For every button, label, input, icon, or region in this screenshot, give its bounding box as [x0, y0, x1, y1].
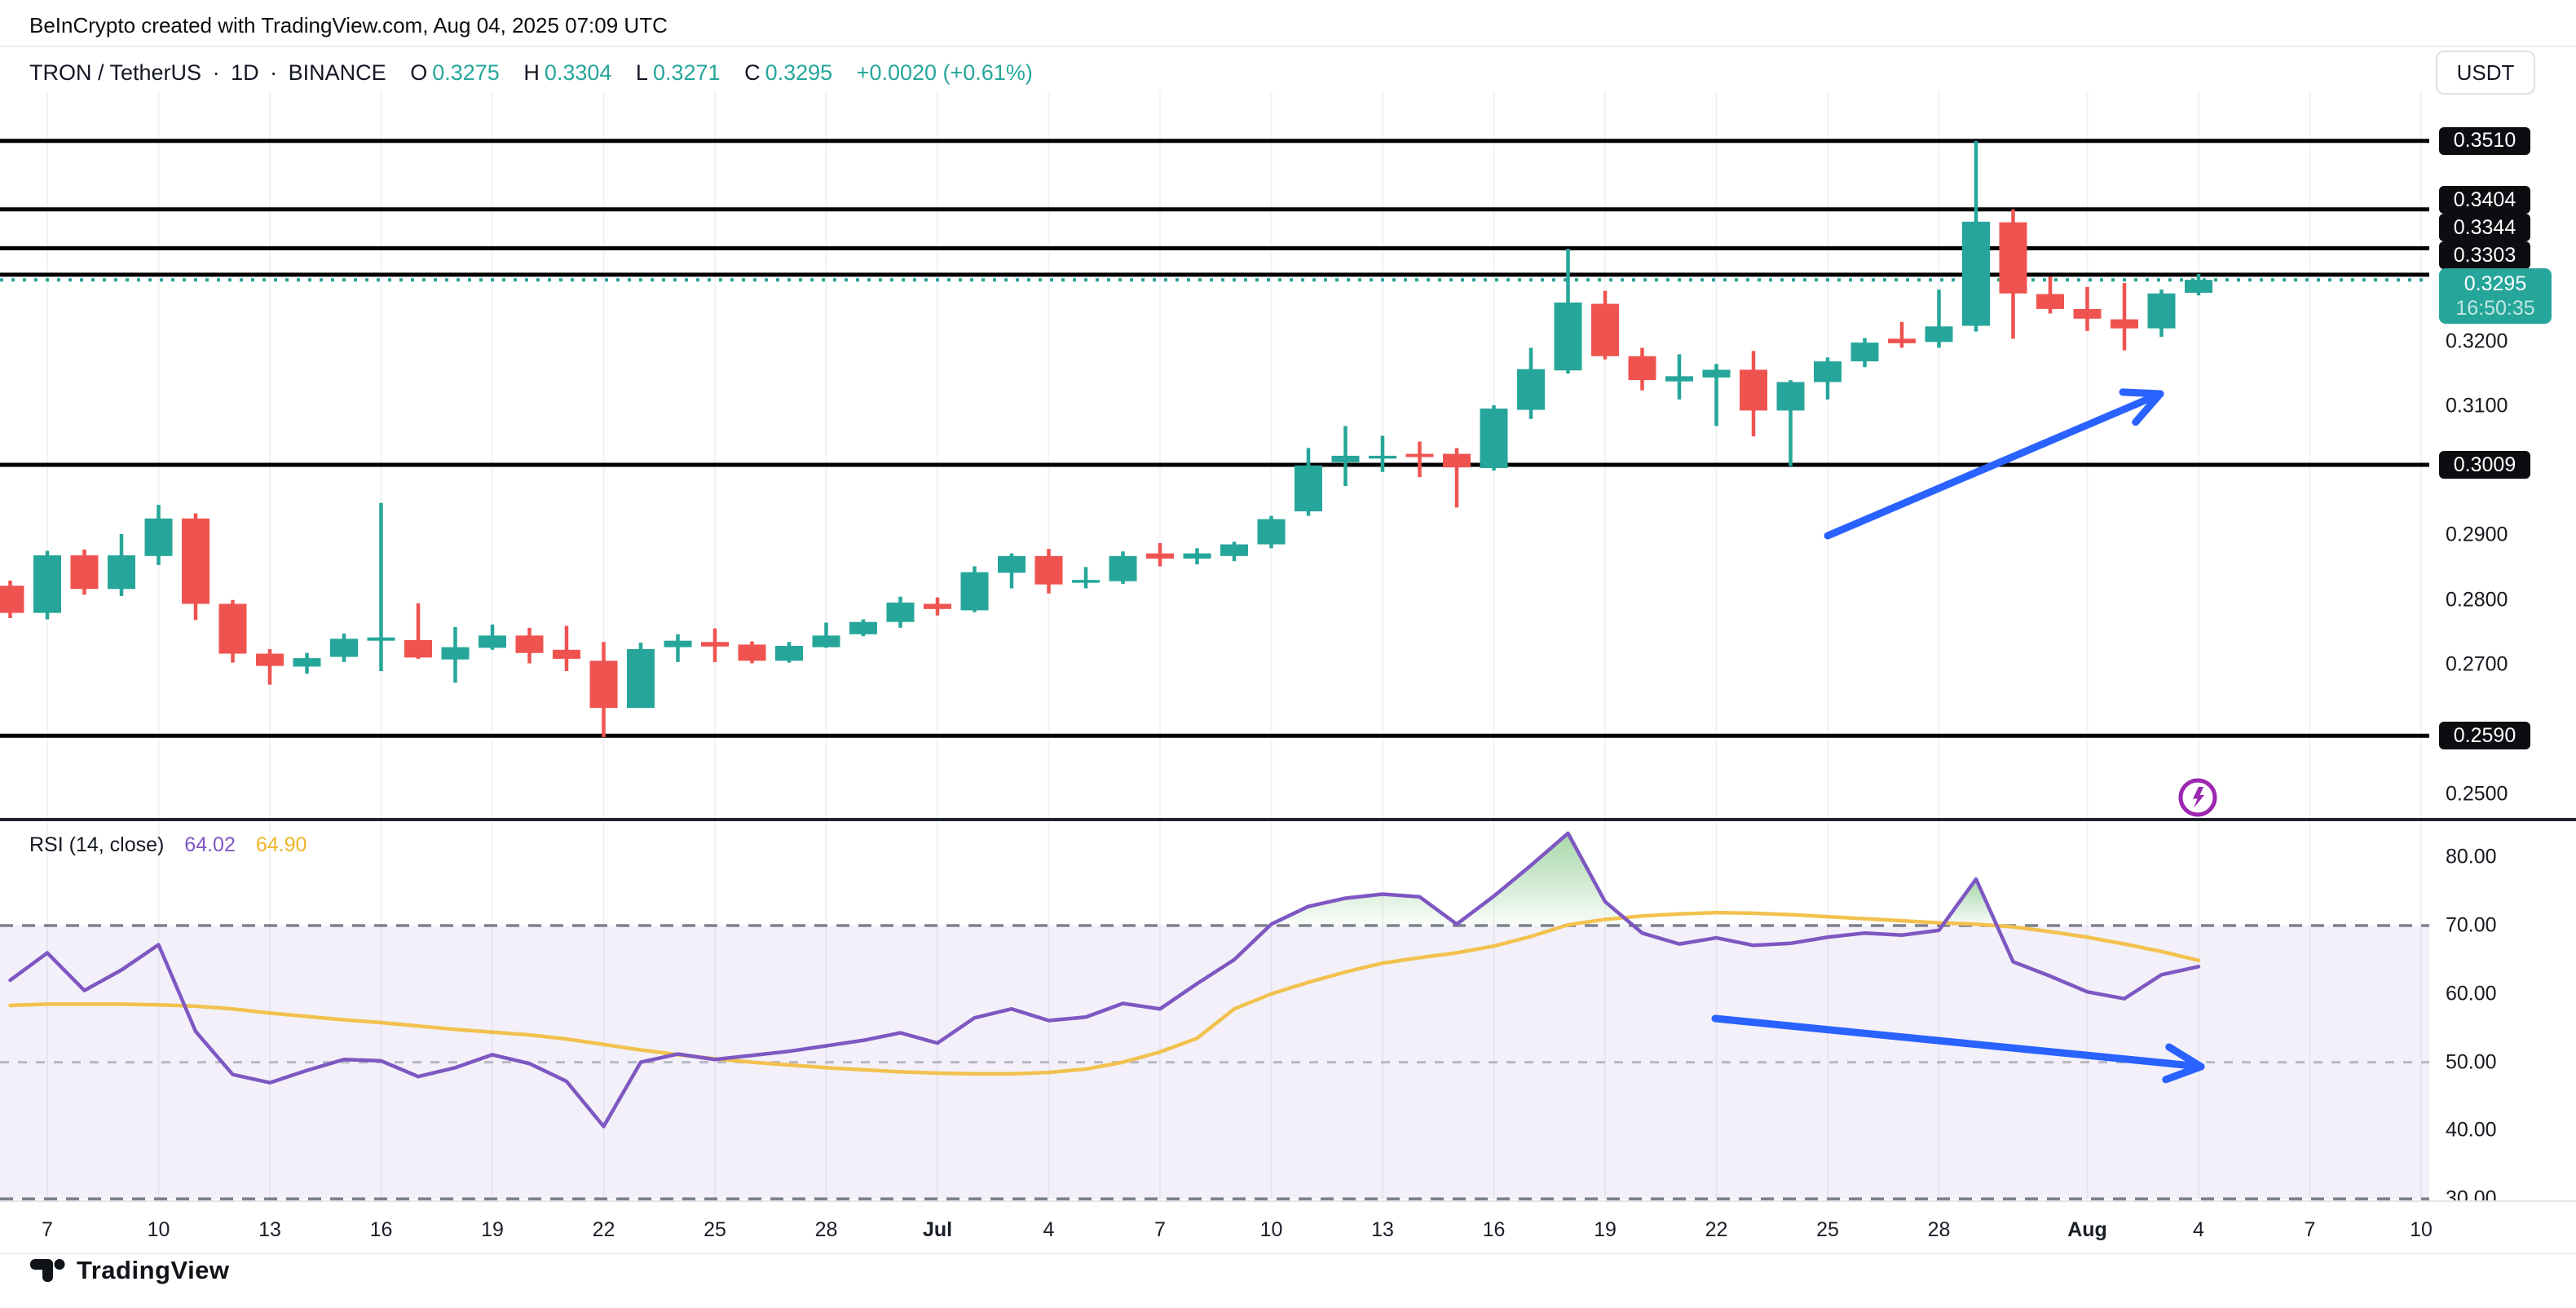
symbol-ohlc-row[interactable]: TRON / TetherUS · 1D · BINANCE O 0.3275 H…	[29, 60, 1038, 86]
separator-dot: ·	[212, 60, 220, 85]
timeframe[interactable]: 1D	[231, 60, 259, 85]
arrow-rsi[interactable]	[1711, 1014, 2205, 1084]
close-value: 0.3295	[765, 60, 833, 85]
rsi-band	[0, 924, 2429, 1200]
price-grid-label: 0.2900	[2446, 523, 2508, 546]
low-key: L	[635, 60, 648, 85]
time-axis-label: 4	[1043, 1218, 1055, 1241]
pane-separators	[0, 818, 2576, 821]
time-axis-label: 25	[704, 1218, 726, 1241]
time-axis-label: Jul	[922, 1218, 953, 1241]
price-level-label: 0.2590	[2439, 722, 2530, 750]
open-key: O	[410, 60, 428, 85]
countdown-timer: 16:50:35	[2455, 297, 2535, 320]
price-level-label: 0.3510	[2439, 126, 2530, 155]
separator-dot: ·	[270, 60, 278, 85]
rsi-axis-label: 40.00	[2446, 1118, 2497, 1142]
price-grid-label: 0.2800	[2446, 588, 2508, 612]
time-axis-label: 16	[1482, 1218, 1506, 1241]
time-axis-label: 7	[2304, 1218, 2316, 1241]
price-level-label: 0.3303	[2439, 241, 2530, 270]
time-axis-label: 10	[1259, 1218, 1283, 1241]
price-grid-label: 0.3100	[2446, 394, 2508, 418]
rsi-lines	[8, 831, 2201, 1129]
lightning-badge-icon[interactable]	[2178, 778, 2217, 817]
time-axis-label: 7	[1154, 1218, 1166, 1241]
time-axis-label: 22	[1705, 1218, 1728, 1241]
rsi-value: 64.02	[184, 833, 236, 856]
time-axis-label: 4	[2193, 1218, 2204, 1241]
price-grid-label: 0.3200	[2446, 329, 2508, 353]
time-axis-label: Aug	[2067, 1218, 2107, 1241]
price-grid-label: 0.2500	[2446, 782, 2508, 806]
time-axis-label: 13	[258, 1218, 281, 1241]
arrow-price[interactable]	[1824, 388, 2164, 540]
rsi-legend[interactable]: RSI (14, close) 64.02 64.90	[29, 833, 307, 857]
rsi-axis-label: 80.00	[2446, 845, 2497, 868]
header-strip	[0, 0, 2576, 47]
time-axis-label: 16	[369, 1218, 393, 1241]
change-value: +0.0020 (+0.61%)	[856, 60, 1033, 85]
candlesticks	[0, 140, 2212, 737]
high-key: H	[523, 60, 540, 85]
trend-arrows[interactable]	[1711, 388, 2205, 1084]
rsi-axis-label: 60.00	[2446, 982, 2497, 1005]
exchange-name: BINANCE	[288, 60, 386, 85]
time-axis-label: 7	[42, 1218, 53, 1241]
time-axis[interactable]	[0, 1200, 2576, 1254]
low-value: 0.3271	[652, 60, 721, 85]
time-axis-label: 28	[1927, 1218, 1951, 1241]
time-axis-label: 19	[1594, 1218, 1617, 1241]
time-axis-label: 10	[2410, 1218, 2433, 1241]
currency-button[interactable]: USDT	[2436, 51, 2535, 95]
price-grid-label: 0.2700	[2446, 652, 2508, 676]
tradingview-logo-text: TradingView	[77, 1256, 230, 1284]
time-axis-label: 22	[592, 1218, 615, 1241]
tradingview-logo-icon	[30, 1259, 65, 1282]
rsi-axis-label: 70.00	[2446, 913, 2497, 937]
rsi-axis-label: 50.00	[2446, 1050, 2497, 1074]
rsi-overbought-fill	[1269, 833, 1997, 926]
price-level-label: 0.3404	[2439, 186, 2530, 214]
current-price-label: 0.3295 16:50:35	[2439, 268, 2552, 325]
high-value: 0.3304	[544, 60, 612, 85]
rsi-legend-title: RSI (14, close)	[29, 833, 165, 856]
tradingview-logo[interactable]: TradingView	[29, 1254, 230, 1287]
price-level-label: 0.3009	[2439, 451, 2530, 479]
price-level-label: 0.3344	[2439, 214, 2530, 242]
time-axis-label: 25	[1816, 1218, 1839, 1241]
time-axis-label: 10	[147, 1218, 170, 1241]
rsi-ma-value: 64.90	[255, 833, 307, 856]
close-key: C	[744, 60, 761, 85]
open-value: 0.3275	[432, 60, 500, 85]
time-axis-label: 28	[814, 1218, 838, 1241]
time-axis-label: 13	[1371, 1218, 1394, 1241]
time-axis-label: 19	[481, 1218, 504, 1241]
current-price-value: 0.3295	[2464, 272, 2527, 296]
symbol-name[interactable]: TRON / TetherUS	[29, 60, 202, 85]
watermark-text: BeInCrypto created with TradingView.com,…	[29, 13, 668, 38]
